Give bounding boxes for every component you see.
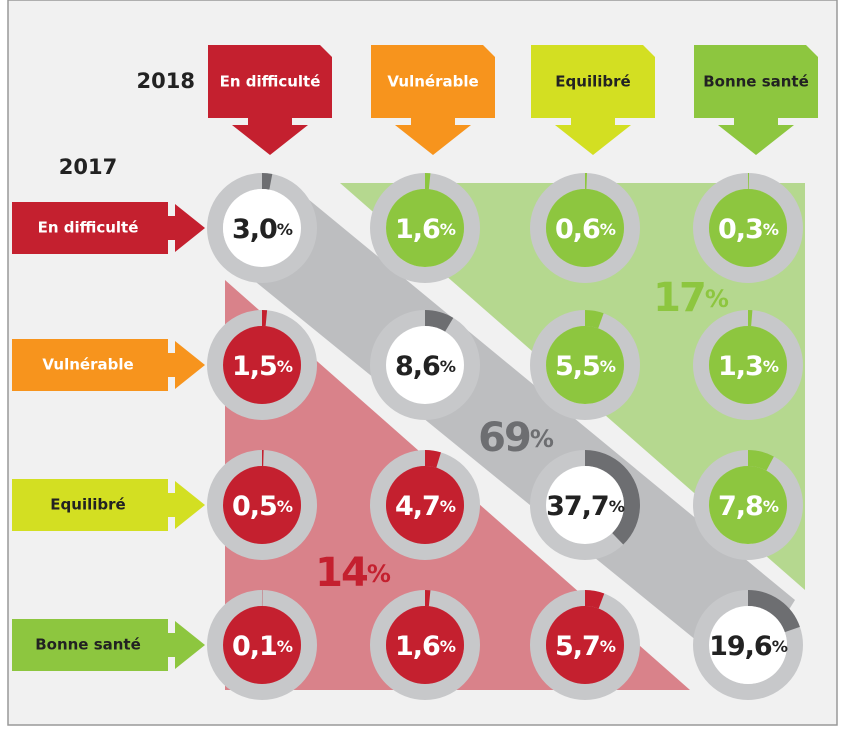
donut-arc	[370, 310, 480, 420]
row-header: En difficulté	[38, 219, 139, 237]
column-header: Equilibré	[555, 73, 630, 91]
total-label: 17%	[653, 275, 729, 321]
donut-arc	[207, 173, 317, 283]
donut-label: 5,5%	[555, 351, 616, 382]
donut-center	[223, 606, 301, 684]
donut-center	[223, 466, 301, 544]
donut-center	[546, 189, 624, 267]
donut-label: 1,6%	[395, 214, 456, 245]
donut-arc	[370, 173, 480, 283]
total-label: 69%	[478, 415, 554, 461]
column-header: En difficulté	[220, 73, 321, 91]
year-2017: 2017	[59, 155, 117, 179]
donut-arc	[530, 450, 640, 560]
row-header: Vulnérable	[42, 356, 133, 374]
column-header-shape	[694, 45, 818, 155]
donut-center	[709, 326, 787, 404]
donut-center	[546, 606, 624, 684]
donut-label: 3,0%	[232, 214, 293, 245]
donut-arc	[207, 450, 317, 560]
donut-arc	[530, 173, 640, 283]
total-label: 14%	[315, 550, 391, 596]
year-2018: 2018	[137, 69, 195, 93]
donut-label: 37,7%	[546, 491, 625, 522]
donut-label: 0,5%	[232, 491, 293, 522]
donut-center	[386, 326, 464, 404]
donut-arc	[693, 450, 803, 560]
donut-arc	[693, 590, 803, 700]
column-header-shape	[531, 45, 655, 155]
donut-center	[546, 326, 624, 404]
donut-arc	[530, 590, 640, 700]
column-header-shape	[208, 45, 332, 155]
column-header-shape	[371, 45, 495, 155]
donut-label: 8,6%	[395, 351, 456, 382]
row-header: Bonne santé	[35, 636, 141, 654]
donut-label: 4,7%	[395, 491, 456, 522]
row-header-shape	[12, 479, 205, 531]
donut-center	[386, 466, 464, 544]
donut-label: 0,1%	[232, 631, 293, 662]
row-header-shape	[12, 202, 205, 254]
column-header: Vulnérable	[387, 73, 478, 91]
donut-label: 0,6%	[555, 214, 616, 245]
donut-label: 1,5%	[232, 351, 293, 382]
donut-arc	[693, 173, 803, 283]
donut-center	[709, 606, 787, 684]
donut-label: 0,3%	[718, 214, 779, 245]
donut-label: 1,3%	[718, 351, 779, 382]
column-header: Bonne santé	[703, 73, 809, 91]
donut-center	[223, 326, 301, 404]
stable-band	[235, 180, 795, 680]
donut-label: 7,8%	[718, 491, 779, 522]
donut-arc	[693, 310, 803, 420]
donut-center	[709, 189, 787, 267]
donut-label: 5,7%	[555, 631, 616, 662]
donut-label: 19,6%	[709, 631, 788, 662]
row-header-shape	[12, 619, 205, 671]
donut-arc	[370, 450, 480, 560]
donut-center	[223, 189, 301, 267]
donut-center	[386, 189, 464, 267]
donut-center	[386, 606, 464, 684]
donut-arc	[370, 590, 480, 700]
donut-arc	[207, 310, 317, 420]
row-header-shape	[12, 339, 205, 391]
row-header: Equilibré	[50, 496, 125, 514]
donut-arc	[530, 310, 640, 420]
donut-arc	[207, 590, 317, 700]
donut-center	[546, 466, 624, 544]
donut-center	[709, 466, 787, 544]
donut-label: 1,6%	[395, 631, 456, 662]
